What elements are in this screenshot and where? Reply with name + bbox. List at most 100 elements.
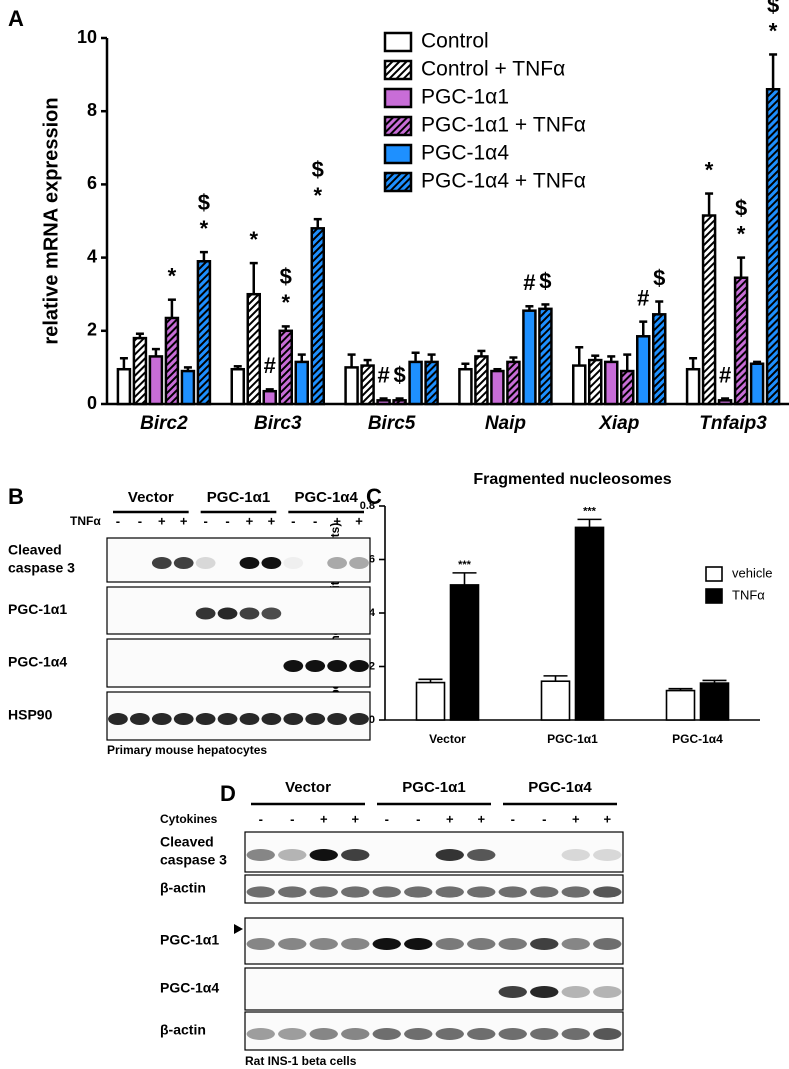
row-label: PGC-1α4 [8, 654, 67, 670]
row-label: β-actin [160, 880, 206, 896]
x-tick-label: PGC-1α1 [547, 732, 598, 746]
blot-band [173, 713, 194, 725]
bar [230, 367, 245, 406]
significance-mark: $ [735, 195, 747, 220]
bar [310, 227, 325, 406]
bar [506, 360, 521, 406]
lane-sign: - [290, 811, 294, 826]
blot-frame [106, 638, 371, 688]
legend-swatch [383, 171, 413, 193]
x-tick-label: Vector [429, 732, 466, 746]
row-label: β-actin [160, 1022, 206, 1038]
row-label: PGC-1α1 [160, 932, 219, 948]
lane-sign: - [116, 513, 120, 528]
lane-sign: - [416, 811, 420, 826]
blot-band [561, 986, 590, 998]
x-tick-label: PGC-1α4 [672, 732, 723, 746]
blot-band [498, 986, 527, 998]
significance-mark: $ [312, 157, 324, 182]
y-tick-label: 0.8 [360, 500, 375, 512]
blot-band [246, 1028, 275, 1040]
significance-mark: * [705, 157, 714, 182]
bar [449, 584, 480, 721]
y-tick-label: 2 [87, 320, 97, 340]
blot-band [404, 886, 433, 898]
legend-swatch [705, 566, 723, 582]
blot-band [561, 1028, 590, 1040]
y-tick-label: 6 [87, 173, 97, 193]
blot-band [593, 938, 622, 950]
blot-band [239, 607, 260, 620]
bar [665, 689, 696, 721]
lane-sign: + [320, 811, 328, 826]
bar [620, 369, 635, 406]
lane-sign: + [446, 811, 454, 826]
bar [717, 399, 733, 406]
legend-swatch [705, 588, 723, 604]
blot-band [498, 886, 527, 898]
significance-mark: # [377, 362, 389, 387]
y-tick-label: 8 [87, 100, 97, 120]
blot-band [349, 713, 369, 725]
group-label: PGC-1α1 [207, 489, 270, 506]
blot-band [561, 938, 590, 950]
blot-frame [244, 831, 624, 873]
blot-band [530, 886, 559, 898]
blot-band [239, 713, 260, 725]
blot-band [195, 607, 216, 620]
y-axis-label: relative mRNA expression [40, 97, 62, 344]
blot-band [372, 886, 401, 898]
bar [246, 292, 261, 406]
significance-mark: * [769, 18, 778, 43]
blot-band [309, 886, 338, 898]
blot-band [435, 1028, 464, 1040]
row-label: Cleaved [160, 834, 214, 850]
significance-mark: *** [458, 559, 472, 571]
treatment-label: Cytokines [160, 812, 218, 826]
bar [540, 680, 571, 721]
bar [344, 366, 359, 406]
blot-band [327, 713, 347, 725]
y-tick-label: 10 [77, 27, 97, 47]
blot-band [217, 713, 238, 725]
blot-band [195, 713, 216, 725]
bar [636, 335, 651, 406]
blot-band [349, 557, 369, 569]
blot-band [305, 713, 326, 725]
blot-band [246, 938, 275, 950]
legend-label: TNFα [732, 587, 765, 602]
chart-title: Fragmented nucleosomes [473, 471, 671, 488]
significance-mark: * [737, 221, 746, 246]
blot-band [372, 938, 401, 950]
blot-band [467, 1028, 496, 1040]
panel-letter: D [220, 781, 236, 806]
significance-mark: * [168, 264, 177, 289]
blot-band [530, 1028, 559, 1040]
x-tick-label: Naip [485, 413, 526, 434]
blot-band [283, 557, 304, 569]
lane-sign: + [268, 513, 276, 528]
significance-mark: $ [393, 362, 405, 387]
lane-sign: - [138, 513, 142, 528]
bar [574, 526, 605, 721]
blot-band [561, 849, 590, 861]
lane-sign: + [351, 811, 359, 826]
panel-letter: A [8, 6, 24, 31]
lane-sign: - [313, 513, 317, 528]
blot-band [372, 1028, 401, 1040]
lane-sign: + [572, 811, 580, 826]
legend-label: PGC-1α1 + TNFα [421, 114, 586, 137]
row-label: caspase 3 [160, 852, 227, 868]
significance-mark: * [281, 290, 290, 315]
blot-band [498, 1028, 527, 1040]
blot-band [327, 557, 347, 569]
blot-band [108, 713, 128, 725]
blot-band [151, 557, 172, 569]
significance-mark: * [313, 183, 322, 208]
significance-mark: $ [539, 268, 551, 293]
blot-band [593, 849, 622, 861]
legend-label: PGC-1α4 [421, 142, 509, 165]
row-label: caspase 3 [8, 560, 75, 576]
lane-sign: + [180, 513, 188, 528]
